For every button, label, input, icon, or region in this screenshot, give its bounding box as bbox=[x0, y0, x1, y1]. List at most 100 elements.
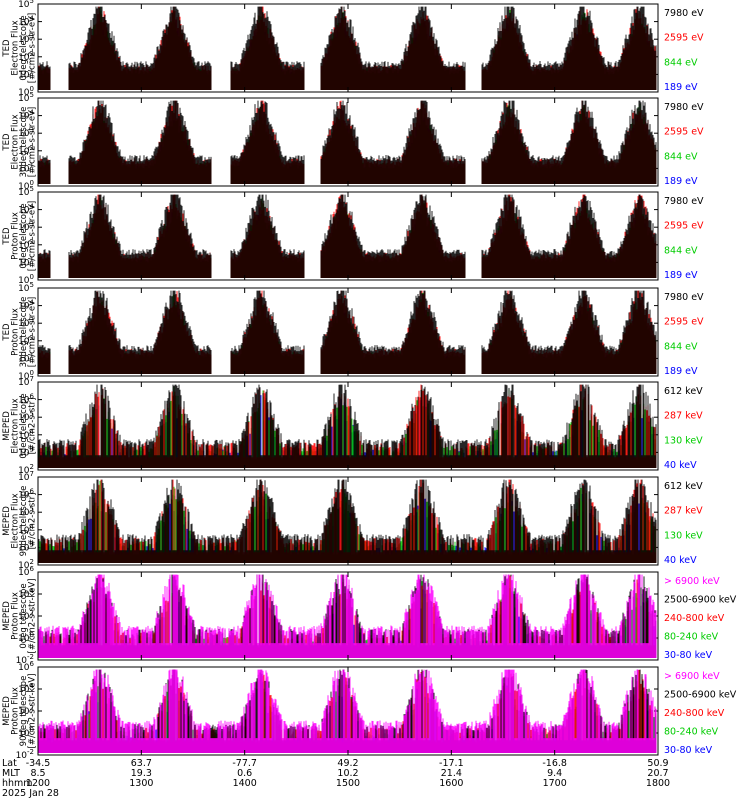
y-axis-label: 0deg telescope bbox=[19, 583, 29, 648]
y-tick-label: 100 bbox=[18, 631, 34, 644]
legend-entry: > 6900 keV bbox=[664, 671, 720, 682]
x-lat-label: -34.5 bbox=[26, 758, 51, 769]
x-mlt-label: 9.4 bbox=[547, 768, 562, 779]
x-time-label: 1600 bbox=[439, 778, 463, 789]
date-label: 2025 Jan 28 bbox=[2, 788, 59, 799]
x-time-label: 1400 bbox=[233, 778, 257, 789]
y-tick-label: 105 bbox=[18, 505, 34, 518]
y-tick-label: 103 bbox=[18, 540, 34, 553]
y-tick-label: 100 bbox=[18, 369, 34, 382]
x-lat-label: -17.1 bbox=[439, 758, 464, 769]
y-tick-label: 102 bbox=[18, 50, 34, 63]
y-axis-label: MEPED bbox=[2, 506, 12, 536]
x-lat-label: -77.7 bbox=[232, 758, 257, 769]
legend-entry: 844 eV bbox=[664, 57, 698, 68]
y-tick-label: 102 bbox=[18, 463, 34, 476]
y-axis-label: 0deg telescope bbox=[19, 393, 29, 458]
y-tick-label: 100 bbox=[18, 273, 34, 286]
y-tick-label: 102 bbox=[18, 558, 34, 571]
x-time-label: 1800 bbox=[646, 778, 670, 789]
y-axis-label: Proton Flux bbox=[11, 308, 21, 356]
y-tick-label: 101 bbox=[18, 161, 34, 174]
y-axis-label: [#/cm2-s-str-keV] bbox=[28, 674, 38, 749]
y-tick-label: 104 bbox=[18, 299, 34, 312]
y-tick-label: 106 bbox=[18, 565, 34, 578]
legend-entry: 844 eV bbox=[664, 245, 698, 256]
legend-entry: 7980 eV bbox=[664, 196, 704, 207]
legend-entry: 130 keV bbox=[664, 530, 703, 541]
series-trace bbox=[38, 290, 657, 374]
y-tick-label: 102 bbox=[18, 238, 34, 251]
x-mlt-label: 21.4 bbox=[441, 768, 462, 779]
y-tick-label: 101 bbox=[18, 351, 34, 364]
y-axis-label: TED bbox=[2, 323, 12, 342]
legend-entry: 240-800 keV bbox=[664, 613, 725, 624]
x-mlt-label: 19.3 bbox=[131, 768, 152, 779]
y-tick-label: 104 bbox=[18, 523, 34, 536]
y-tick-label: 101 bbox=[18, 255, 34, 268]
x-lat-label: 63.7 bbox=[131, 758, 152, 769]
legend-entry: 2500-6900 keV bbox=[664, 595, 737, 606]
y-axis-label: [#/cm2-s-str] bbox=[28, 493, 38, 550]
y-tick-label: 105 bbox=[18, 0, 34, 10]
series-trace bbox=[38, 669, 657, 753]
legend-entry: 189 eV bbox=[664, 82, 698, 93]
series-trace bbox=[38, 6, 657, 90]
y-tick-label: 103 bbox=[18, 316, 34, 329]
y-tick-label: 105 bbox=[18, 91, 34, 104]
y-tick-label: 103 bbox=[18, 445, 34, 458]
y-tick-label: 104 bbox=[18, 682, 34, 695]
legend-entry: 2595 eV bbox=[664, 33, 704, 44]
y-tick-label: 107 bbox=[18, 470, 34, 483]
y-tick-label: 100 bbox=[18, 726, 34, 739]
legend-entry: 40 keV bbox=[664, 460, 697, 471]
y-tick-label: 103 bbox=[18, 32, 34, 45]
y-axis-label: MEPED bbox=[2, 411, 12, 441]
y-tick-label: 107 bbox=[18, 375, 34, 388]
y-tick-label: 106 bbox=[18, 393, 34, 406]
y-axis-label: MEPED bbox=[2, 601, 12, 631]
x-time-label: 1700 bbox=[543, 778, 567, 789]
y-axis-label: [#/cm2-s-str-eV] bbox=[28, 201, 38, 271]
y-tick-label: 105 bbox=[18, 410, 34, 423]
x-lat-label: 50.9 bbox=[647, 758, 668, 769]
y-tick-label: 105 bbox=[18, 281, 34, 294]
y-tick-label: 10-2 bbox=[16, 653, 34, 666]
x-time-label: 1500 bbox=[336, 778, 360, 789]
y-axis-label: 30deg telescope bbox=[19, 107, 29, 178]
y-tick-label: 100 bbox=[18, 85, 34, 98]
legend-entry: 2500-6900 keV bbox=[664, 690, 737, 701]
x-mlt-label: 0.6 bbox=[237, 768, 252, 779]
y-tick-label: 104 bbox=[18, 203, 34, 216]
legend-entry: 287 keV bbox=[664, 506, 703, 517]
legend-entry: > 6900 keV bbox=[664, 576, 720, 587]
x-mlt-label: 8.5 bbox=[30, 768, 45, 779]
y-tick-label: 104 bbox=[18, 428, 34, 441]
y-axis-label: TED bbox=[2, 39, 12, 58]
y-axis-label: 90deg telescope bbox=[19, 486, 29, 557]
y-axis-label: [#/cm2-s-str] bbox=[28, 398, 38, 455]
series-trace bbox=[38, 574, 657, 658]
y-axis-label: [#/cm2-s-str-eV] bbox=[28, 13, 38, 83]
y-axis-label: TED bbox=[2, 133, 12, 152]
legend-entry: 844 eV bbox=[664, 151, 698, 162]
y-tick-label: 106 bbox=[18, 488, 34, 501]
y-axis-label: 90deg telescope bbox=[19, 676, 29, 747]
x-mlt-label: 10.2 bbox=[337, 768, 358, 779]
legend-entry: 80-240 keV bbox=[664, 727, 719, 738]
legend-entry: 189 eV bbox=[664, 176, 698, 187]
legend-entry: 189 eV bbox=[664, 270, 698, 281]
y-tick-label: 105 bbox=[18, 185, 34, 198]
y-axis-label: 0deg telescope bbox=[19, 15, 29, 80]
legend-entry: 7980 eV bbox=[664, 102, 704, 113]
y-tick-label: 102 bbox=[18, 704, 34, 717]
y-tick-label: 101 bbox=[18, 67, 34, 80]
